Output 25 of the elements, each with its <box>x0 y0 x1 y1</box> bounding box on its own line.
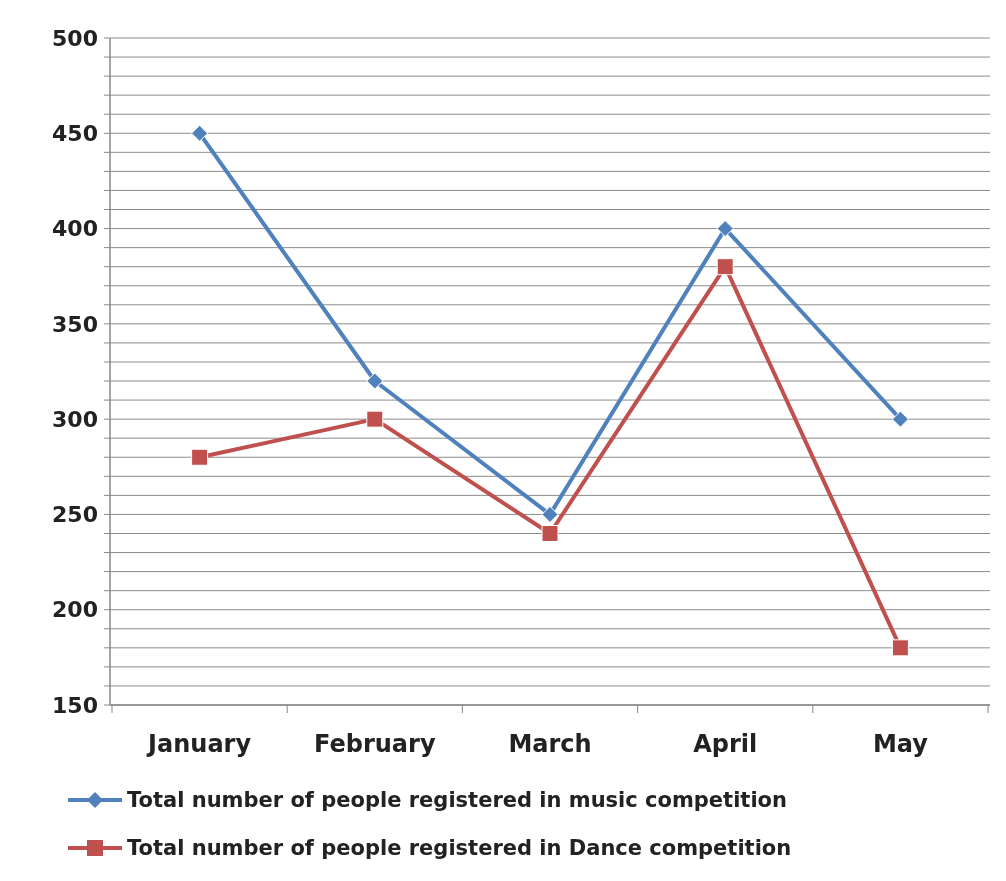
y-tick-label: 400 <box>52 216 98 242</box>
legend-label: Total number of people registered in Dance competition <box>127 836 792 861</box>
point <box>541 524 559 542</box>
x-tick-label: February <box>314 730 436 758</box>
y-tick-label: 350 <box>52 311 98 337</box>
x-tick-label: May <box>872 730 929 758</box>
y-tick-label: 500 <box>52 25 98 51</box>
point <box>366 410 384 428</box>
point <box>891 410 909 428</box>
point <box>191 448 209 466</box>
y-tick-label: 250 <box>52 502 98 528</box>
x-tick-label: January <box>146 730 252 758</box>
point <box>541 505 559 523</box>
point <box>366 372 384 390</box>
y-tick-label: 300 <box>52 406 98 432</box>
y-tick-label: 450 <box>52 120 98 146</box>
y-tick-label: 150 <box>52 692 98 718</box>
point <box>191 124 209 142</box>
point <box>716 258 734 276</box>
y-tick-label: 200 <box>52 597 98 623</box>
point <box>716 220 734 238</box>
x-tick-label: March <box>508 730 592 758</box>
legend-label: Total number of people registered in music competition <box>127 788 787 813</box>
point <box>891 639 909 657</box>
x-tick-label: April <box>693 730 758 758</box>
